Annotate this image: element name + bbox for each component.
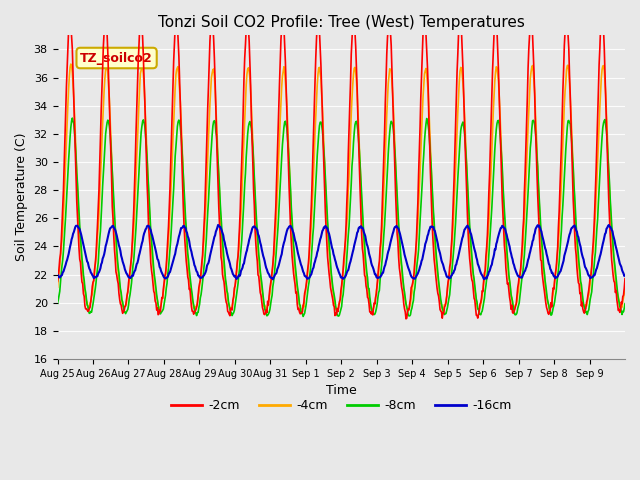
-4cm xyxy=(225,302,233,308)
X-axis label: Time: Time xyxy=(326,384,356,397)
Title: Tonzi Soil CO2 Profile: Tree (West) Temperatures: Tonzi Soil CO2 Profile: Tree (West) Temp… xyxy=(158,15,525,30)
-2cm xyxy=(401,306,408,312)
-8cm xyxy=(253,228,261,234)
Legend: -2cm, -4cm, -8cm, -16cm: -2cm, -4cm, -8cm, -16cm xyxy=(166,395,516,418)
-8cm xyxy=(68,115,76,121)
-8cm xyxy=(433,262,441,267)
Y-axis label: Soil Temperature (C): Soil Temperature (C) xyxy=(15,133,28,262)
-2cm xyxy=(402,316,410,322)
-8cm xyxy=(401,295,409,301)
-16cm xyxy=(269,276,276,282)
-16cm xyxy=(253,227,261,233)
Line: -2cm: -2cm xyxy=(58,13,625,319)
Line: -4cm: -4cm xyxy=(58,64,625,312)
-4cm xyxy=(253,238,261,243)
-4cm xyxy=(121,304,129,310)
-8cm xyxy=(621,301,629,307)
-2cm xyxy=(225,312,233,317)
-16cm xyxy=(214,222,222,228)
Line: -8cm: -8cm xyxy=(58,118,625,316)
-2cm xyxy=(120,308,128,314)
-16cm xyxy=(54,272,61,278)
-8cm xyxy=(121,309,129,314)
-2cm xyxy=(433,286,441,291)
Line: -16cm: -16cm xyxy=(58,225,625,279)
-2cm xyxy=(54,278,61,284)
-16cm xyxy=(225,258,233,264)
Text: TZ_soilco2: TZ_soilco2 xyxy=(80,51,153,64)
-4cm xyxy=(67,61,75,67)
-4cm xyxy=(275,153,283,158)
-2cm xyxy=(275,103,283,109)
-16cm xyxy=(621,273,629,278)
-4cm xyxy=(433,260,440,265)
-2cm xyxy=(253,258,261,264)
-4cm xyxy=(439,310,447,315)
-16cm xyxy=(401,254,409,260)
-8cm xyxy=(300,313,307,319)
-8cm xyxy=(54,300,61,306)
-2cm xyxy=(208,10,216,16)
-8cm xyxy=(275,210,283,216)
-4cm xyxy=(401,294,408,300)
-4cm xyxy=(54,284,61,290)
-4cm xyxy=(621,286,629,291)
-16cm xyxy=(433,238,441,243)
-16cm xyxy=(120,263,128,269)
-8cm xyxy=(225,303,233,309)
-2cm xyxy=(621,276,629,282)
-16cm xyxy=(276,260,284,265)
